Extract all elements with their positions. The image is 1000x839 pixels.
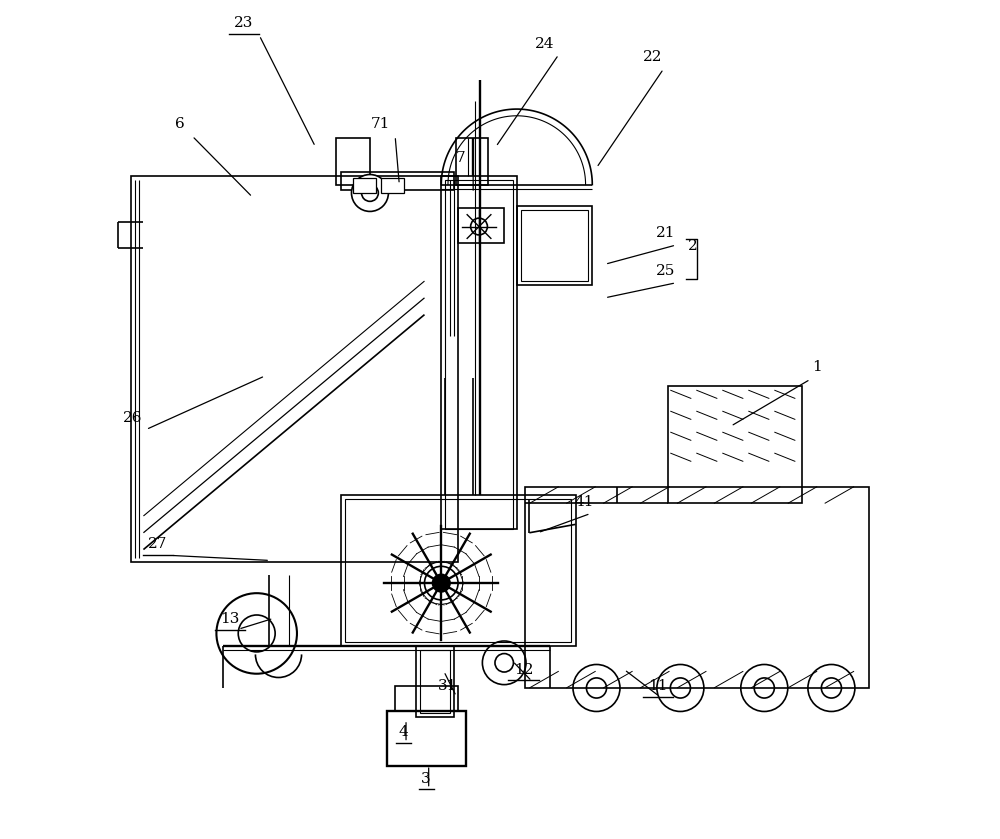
Bar (445, 180, 513, 529)
Text: 27: 27 (148, 537, 167, 550)
Text: 24: 24 (535, 37, 554, 50)
Text: 41: 41 (574, 495, 594, 508)
Circle shape (424, 566, 458, 600)
Bar (456, 138, 488, 185)
Text: 25: 25 (656, 264, 676, 278)
Text: 21: 21 (656, 227, 676, 240)
Bar (336, 138, 370, 185)
Text: 22: 22 (643, 50, 662, 64)
Text: 3: 3 (421, 772, 431, 785)
Text: 11: 11 (648, 680, 667, 693)
Text: 12: 12 (514, 663, 533, 676)
Text: 4: 4 (399, 726, 408, 739)
Circle shape (351, 175, 388, 211)
Bar (353, 178, 376, 193)
Text: 2: 2 (688, 239, 698, 253)
Text: 1: 1 (812, 361, 822, 374)
Bar (521, 210, 588, 281)
Bar (395, 686, 458, 711)
Bar (525, 487, 869, 688)
Bar (341, 172, 454, 190)
Text: 6: 6 (175, 117, 184, 131)
Bar (131, 176, 458, 562)
Bar (458, 208, 504, 243)
Text: 31: 31 (438, 680, 458, 693)
Bar (420, 650, 450, 713)
Bar (517, 206, 592, 285)
Bar (387, 711, 466, 766)
Text: 13: 13 (220, 612, 240, 626)
Bar (441, 176, 517, 529)
Bar (345, 499, 571, 642)
Circle shape (433, 575, 450, 591)
Text: 23: 23 (234, 17, 254, 30)
Text: 26: 26 (123, 411, 142, 425)
Bar (381, 178, 404, 193)
Bar (416, 646, 454, 717)
Text: 7: 7 (456, 151, 465, 164)
Bar (668, 386, 802, 503)
Bar (341, 495, 576, 646)
Text: 71: 71 (371, 117, 391, 131)
